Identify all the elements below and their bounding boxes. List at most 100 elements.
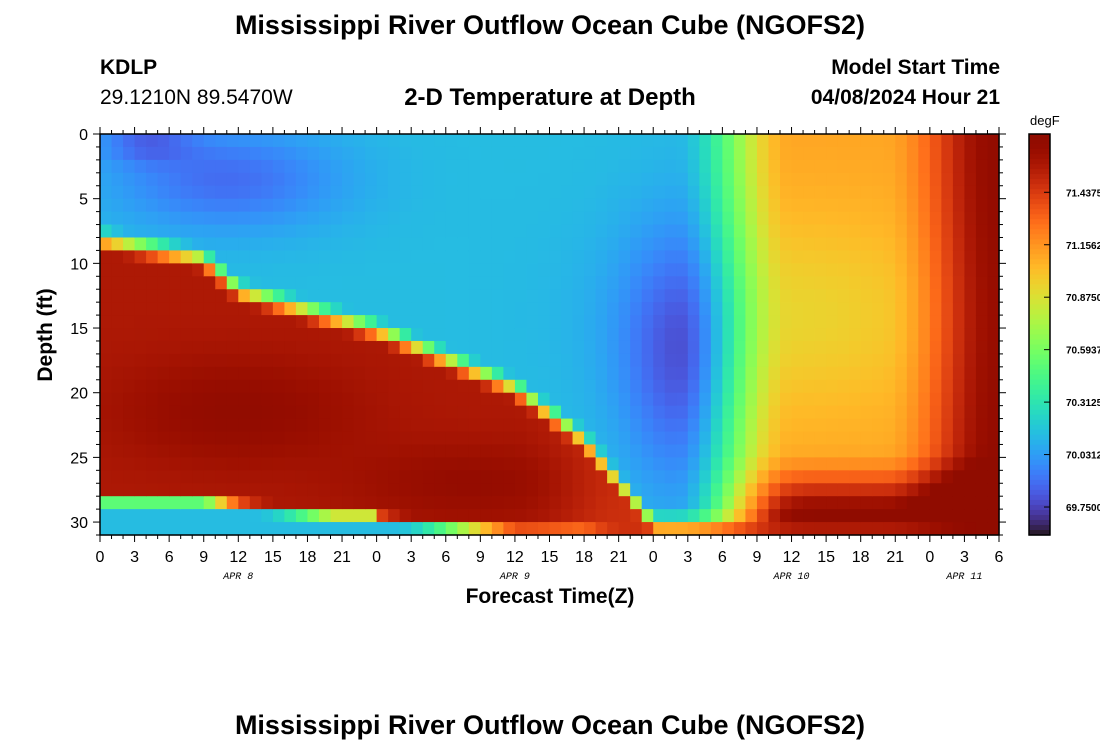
heatmap-cell xyxy=(733,405,747,420)
heatmap-cell xyxy=(722,379,735,394)
heatmap-cell xyxy=(964,444,977,458)
heatmap-cell xyxy=(664,522,677,536)
heatmap-cell xyxy=(376,211,389,226)
heatmap-cell xyxy=(123,496,136,510)
heatmap-cell xyxy=(318,159,332,174)
heatmap-cell xyxy=(837,302,850,316)
heatmap-cell xyxy=(215,134,228,148)
heatmap-cell xyxy=(745,134,758,148)
heatmap-cell xyxy=(837,444,850,458)
heatmap-cell xyxy=(434,237,447,252)
heatmap-cell xyxy=(503,379,516,394)
heatmap-cell xyxy=(722,470,735,484)
heatmap-cell xyxy=(123,250,136,264)
heatmap-cell xyxy=(964,211,977,226)
heatmap-cell xyxy=(768,444,781,458)
heatmap-cell xyxy=(134,405,147,420)
heatmap-cell xyxy=(491,444,504,458)
heatmap-cell xyxy=(929,431,942,446)
heatmap-cell xyxy=(664,431,677,446)
heatmap-cell xyxy=(561,470,574,484)
heatmap-cell xyxy=(388,315,401,329)
colorbar-segment xyxy=(1029,354,1050,361)
heatmap-cell xyxy=(883,237,896,252)
heatmap-cell xyxy=(595,211,608,226)
heatmap-cell xyxy=(146,237,159,252)
heatmap-cell xyxy=(261,392,274,407)
heatmap-cell xyxy=(100,224,113,239)
heatmap-cell xyxy=(526,315,539,329)
heatmap-cell xyxy=(134,276,147,290)
heatmap-cell xyxy=(710,444,723,458)
heatmap-cell xyxy=(399,509,412,523)
heatmap-cell xyxy=(768,509,781,523)
heatmap-cell xyxy=(537,302,551,316)
heatmap-cell xyxy=(514,418,528,433)
heatmap-cell xyxy=(100,328,113,342)
heatmap-cell xyxy=(342,483,355,497)
heatmap-cell xyxy=(987,185,1000,200)
heatmap-cell xyxy=(595,418,608,433)
heatmap-cell xyxy=(411,470,424,484)
heatmap-cell xyxy=(733,340,747,355)
heatmap-cell xyxy=(618,431,631,446)
heatmap-cell xyxy=(780,496,793,510)
heatmap-cell xyxy=(111,302,124,316)
heatmap-cell xyxy=(318,185,332,200)
heatmap-cell xyxy=(249,379,262,394)
heatmap-cell xyxy=(376,263,389,277)
heatmap-cell xyxy=(906,185,919,200)
heatmap-cell xyxy=(929,483,942,497)
heatmap-cell xyxy=(514,134,528,148)
heatmap-cell xyxy=(826,134,839,148)
heatmap-cell xyxy=(514,263,528,277)
heatmap-cell xyxy=(826,483,839,497)
heatmap-cell xyxy=(572,457,585,471)
heatmap-cell xyxy=(653,159,666,174)
heatmap-cell xyxy=(687,172,700,187)
heatmap-cell xyxy=(284,250,297,264)
heatmap-cell xyxy=(803,224,816,239)
heatmap-cell xyxy=(768,224,781,239)
heatmap-cell xyxy=(526,211,539,226)
heatmap-cell xyxy=(549,470,562,484)
colorbar-segment xyxy=(1029,274,1050,280)
heatmap-cell xyxy=(100,379,113,394)
heatmap-cell xyxy=(422,315,435,329)
heatmap-cell xyxy=(272,496,286,510)
heatmap-cell xyxy=(618,276,631,290)
heatmap-cell xyxy=(975,328,989,342)
heatmap-cell xyxy=(388,134,401,148)
heatmap-cell xyxy=(780,237,793,252)
heatmap-cell xyxy=(399,276,412,290)
heatmap-cell xyxy=(722,392,735,407)
heatmap-cell xyxy=(699,302,712,316)
heatmap-cell xyxy=(445,496,458,510)
heatmap-cell xyxy=(365,340,378,355)
heatmap-cell xyxy=(272,444,286,458)
heatmap-cell xyxy=(699,418,712,433)
heatmap-cell xyxy=(353,353,366,368)
heatmap-cell xyxy=(791,457,804,471)
heatmap-cell xyxy=(272,289,286,303)
heatmap-cell xyxy=(134,146,147,161)
y-tick-label: 15 xyxy=(70,321,88,338)
heatmap-cell xyxy=(964,340,977,355)
colorbar-segment xyxy=(1029,344,1050,351)
heatmap-cell xyxy=(664,379,677,394)
heatmap-cell xyxy=(975,302,989,316)
heatmap-cell xyxy=(376,483,389,497)
heatmap-cell xyxy=(111,211,124,226)
heatmap-cell xyxy=(883,496,896,510)
heatmap-cell xyxy=(284,496,297,510)
heatmap-cell xyxy=(180,418,193,433)
heatmap-cell xyxy=(272,405,286,420)
heatmap-cell xyxy=(883,146,896,161)
heatmap-cell xyxy=(318,328,332,342)
model-start-value: 04/08/2024 Hour 21 xyxy=(810,86,1000,109)
heatmap-cell xyxy=(249,470,262,484)
heatmap-cell xyxy=(353,328,366,342)
heatmap-cell xyxy=(434,172,447,187)
heatmap-cell xyxy=(733,263,747,277)
heatmap-cell xyxy=(411,444,424,458)
